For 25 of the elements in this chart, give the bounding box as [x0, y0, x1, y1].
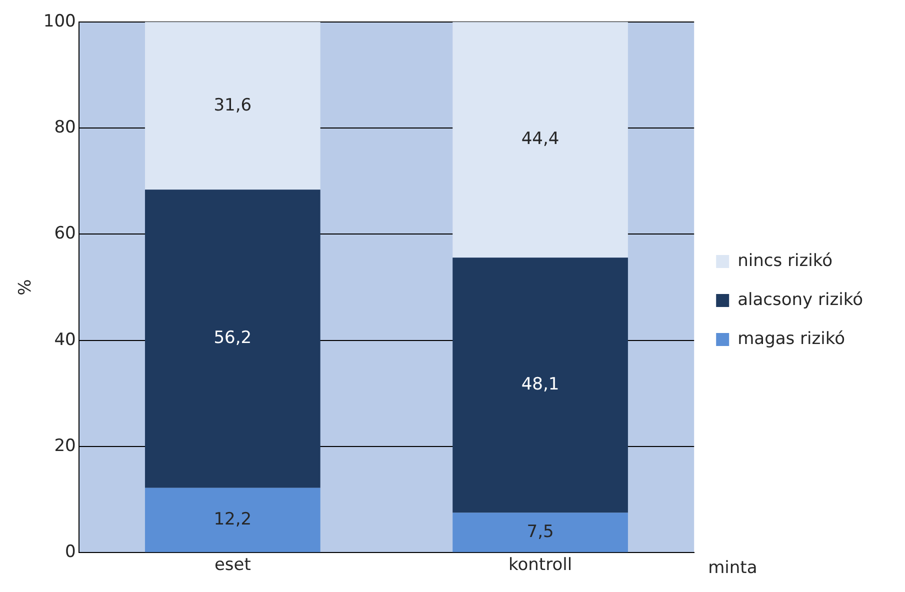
- y-tick-label: 100: [43, 11, 76, 32]
- y-tick-label: 40: [54, 330, 76, 350]
- y-axis-title: %: [16, 279, 36, 296]
- data-label: 44,4: [521, 129, 560, 150]
- x-tick-label: eset: [214, 555, 252, 576]
- y-tick-label: 20: [54, 436, 76, 456]
- x-tick-label: kontroll: [508, 555, 572, 576]
- bar: [452, 258, 628, 513]
- y-tick-label: 0: [65, 542, 76, 562]
- data-label: 48,1: [521, 374, 560, 395]
- y-tick-label: 60: [54, 224, 76, 244]
- x-axis-title: minta: [708, 558, 758, 578]
- bar: [452, 22, 628, 258]
- legend-label: nincs rizikó: [738, 250, 832, 271]
- bar: [144, 190, 320, 488]
- legend-label: alacsony rizikó: [738, 290, 864, 310]
- data-label: 7,5: [526, 522, 554, 542]
- legend-label: magas rizikó: [738, 328, 846, 349]
- data-label: 56,2: [214, 328, 252, 348]
- data-label: 31,6: [214, 95, 252, 116]
- bar: [452, 512, 628, 552]
- bar: [144, 22, 320, 190]
- data-label: 12,2: [214, 509, 252, 530]
- y-tick-label: 80: [54, 118, 76, 138]
- bar: [144, 488, 320, 552]
